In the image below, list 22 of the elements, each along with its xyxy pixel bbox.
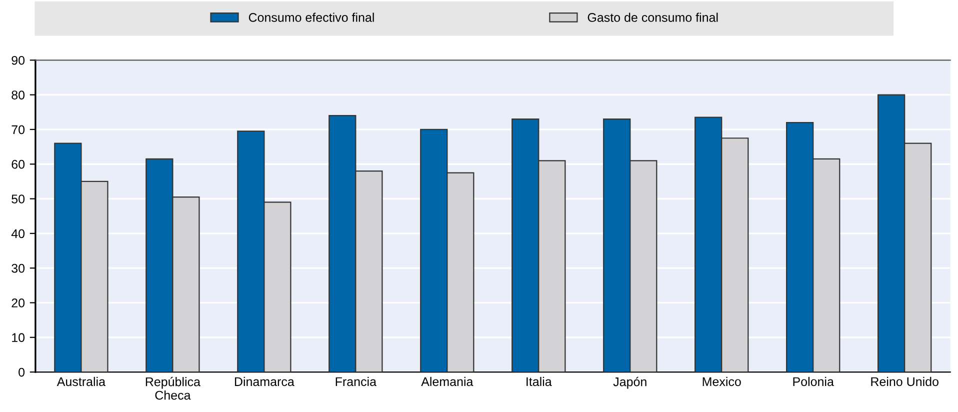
y-tick-label: 40 — [11, 229, 25, 238]
x-tick-label: Australia — [56, 376, 106, 386]
y-tick-label: 80 — [12, 90, 25, 100]
legend-label: Consumo efectivo final — [248, 12, 374, 22]
y-tick-label: 30 — [12, 264, 25, 273]
x-tick-label: Japón — [613, 376, 646, 389]
y-tick-label: 70 — [12, 125, 25, 134]
x-tick-label: Reino Unido — [871, 376, 938, 386]
x-tick-label: Dinamarca — [234, 376, 294, 386]
y-tick-label: 10 — [12, 333, 25, 342]
x-tick-label: Polonia — [793, 376, 834, 386]
y-tick-label: 20 — [12, 298, 25, 308]
x-tick-label: República Checa — [146, 376, 200, 400]
x-tick-label: Italia — [526, 376, 552, 386]
y-tick-label: 60 — [12, 160, 25, 169]
legend-label: Gasto de consumo final — [588, 12, 718, 22]
x-tick-label: Alemania — [421, 376, 474, 386]
x-tick-label: Francia — [336, 376, 376, 386]
y-tick-label: 50 — [12, 194, 25, 204]
y-tick-label: 90 — [12, 56, 25, 65]
y-tick-label: 0 — [18, 368, 25, 377]
x-tick-label: Mexico — [702, 376, 741, 386]
